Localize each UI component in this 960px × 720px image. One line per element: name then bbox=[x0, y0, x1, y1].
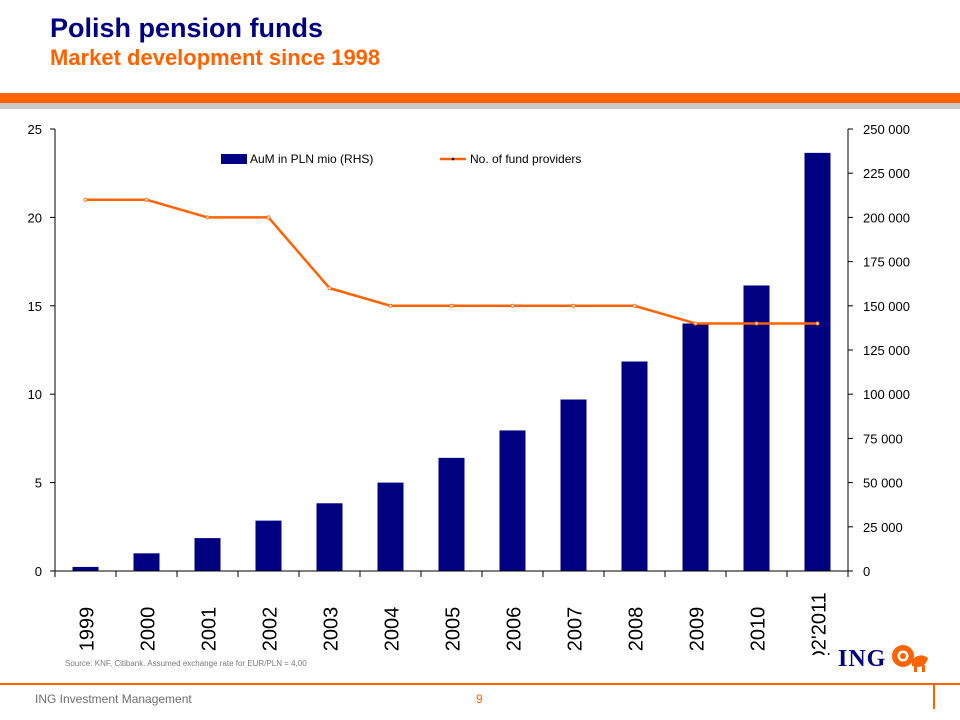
footer-company: ING Investment Management bbox=[35, 692, 192, 706]
lion-icon bbox=[892, 645, 928, 672]
y-left-tick-label: 20 bbox=[28, 210, 42, 225]
header-band-orange bbox=[0, 93, 960, 103]
legend-label-providers: No. of fund providers bbox=[470, 152, 581, 166]
footer-divider-vertical bbox=[933, 683, 935, 709]
y-left-tick-label: 10 bbox=[28, 387, 42, 402]
line-point-fund-providers bbox=[266, 215, 271, 220]
bar-aum bbox=[194, 538, 221, 571]
x-tick-label: 2001 bbox=[199, 607, 221, 652]
x-tick-label: 2007 bbox=[565, 607, 587, 652]
footer-divider bbox=[0, 683, 960, 685]
legend-swatch-aum bbox=[221, 154, 247, 164]
ing-logo: ING bbox=[838, 640, 934, 678]
x-tick-label: 2010 bbox=[748, 607, 770, 652]
page-subtitle: Market development since 1998 bbox=[50, 45, 381, 70]
line-point-fund-providers bbox=[510, 303, 515, 308]
y-left-tick-label: 0 bbox=[35, 564, 42, 579]
y-right-tick-label: 225 000 bbox=[863, 166, 910, 181]
y-left-tick-label: 15 bbox=[28, 299, 42, 314]
y-right-tick-label: 0 bbox=[863, 564, 870, 579]
y-left-tick-label: 5 bbox=[35, 476, 42, 491]
bar-aum bbox=[438, 457, 465, 571]
x-tick-label: 2000 bbox=[138, 607, 160, 652]
logo-text: ING bbox=[838, 646, 887, 672]
y-right-tick-label: 175 000 bbox=[863, 255, 910, 270]
bar-aum bbox=[499, 430, 526, 571]
y-right-tick-label: 100 000 bbox=[863, 387, 910, 402]
x-tick-label: 2004 bbox=[382, 607, 404, 652]
y-right-tick-label: 75 000 bbox=[863, 431, 903, 446]
x-tick-label: 2008 bbox=[626, 607, 648, 652]
y-right-tick-label: 200 000 bbox=[863, 210, 910, 225]
y-right-tick-label: 125 000 bbox=[863, 343, 910, 358]
x-tick-label: 2009 bbox=[687, 607, 709, 652]
line-point-fund-providers bbox=[571, 303, 576, 308]
x-tick-label: 2005 bbox=[443, 607, 465, 652]
bar-aum bbox=[133, 553, 160, 571]
page-number: 9 bbox=[476, 692, 483, 706]
combo-chart: 0 5 10 15 20 25 0 25 000 50 000 75 000 100 000 125 … bbox=[28, 122, 910, 655]
legend-label-aum: AuM in PLN mio (RHS) bbox=[250, 152, 373, 166]
x-tick-label: 2002 bbox=[260, 607, 282, 652]
y-right-tick-label: 150 000 bbox=[863, 299, 910, 314]
bar-aum bbox=[621, 361, 648, 571]
x-tick-label: 1999 bbox=[77, 607, 99, 652]
y-left-tick-label: 25 bbox=[28, 122, 42, 137]
line-point-fund-providers bbox=[205, 215, 210, 220]
line-point-fund-providers bbox=[815, 321, 820, 326]
line-point-fund-providers bbox=[754, 321, 759, 326]
line-point-fund-providers bbox=[83, 197, 88, 202]
line-point-fund-providers bbox=[449, 303, 454, 308]
x-tick-label: 2003 bbox=[321, 607, 343, 652]
bar-aum bbox=[804, 152, 831, 572]
header-band-grey bbox=[0, 103, 960, 109]
bar-aum bbox=[743, 285, 770, 571]
line-point-fund-providers bbox=[144, 197, 149, 202]
x-tick-label: 2006 bbox=[504, 607, 526, 652]
line-point-fund-providers bbox=[388, 303, 393, 308]
line-point-fund-providers bbox=[327, 286, 332, 291]
bar-aum bbox=[682, 323, 709, 571]
bar-aum bbox=[255, 520, 282, 571]
x-tick-label: Q2'2011 bbox=[809, 592, 831, 655]
legend-marker-providers bbox=[451, 157, 455, 161]
page-title: Polish pension funds bbox=[50, 13, 324, 43]
bar-aum bbox=[377, 482, 404, 571]
y-right-tick-label: 25 000 bbox=[863, 520, 903, 535]
y-right-tick-label: 50 000 bbox=[863, 476, 903, 491]
y-right-tick-label: 250 000 bbox=[863, 122, 910, 137]
source-note: Source: KNF, Citibank. Assumed exchange … bbox=[65, 659, 307, 668]
bar-aum bbox=[72, 566, 99, 571]
line-point-fund-providers bbox=[693, 321, 698, 326]
bar-aum bbox=[316, 503, 343, 571]
bar-aum bbox=[560, 399, 587, 571]
line-point-fund-providers bbox=[632, 303, 637, 308]
